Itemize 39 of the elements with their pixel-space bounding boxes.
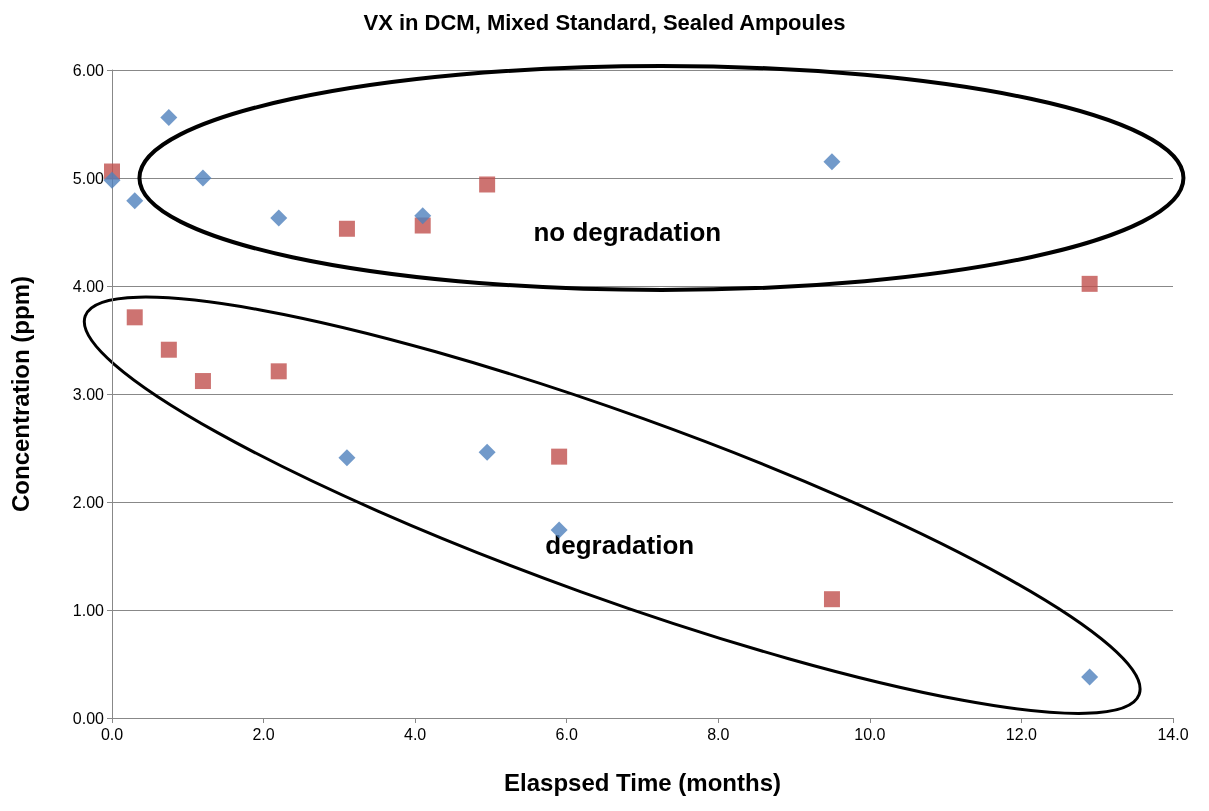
x-tick-label: 14.0 [1157,725,1189,743]
point [194,373,211,390]
y-tick-label: 0.00 [72,709,105,727]
point [823,591,840,608]
point [1081,668,1099,686]
point [160,341,177,358]
point [551,448,568,465]
chart-title: VX in DCM, Mixed Standard, Sealed Ampoules [363,9,846,35]
point [126,192,144,210]
x-tick-label: 6.0 [555,725,578,743]
point [270,209,288,227]
annotation: degradation [545,530,695,561]
y-axis-title: Concentration (ppm) [6,276,34,512]
y-tick-label: 2.00 [72,493,105,511]
x-tick-label: 4.0 [404,725,427,743]
point [103,171,121,189]
point [479,176,496,193]
annotation: no degradation [533,217,722,247]
y-tick-label: 4.00 [72,277,105,295]
x-tick-label: 12.0 [1005,725,1038,743]
x-tick-label: 2.0 [252,725,275,743]
point [478,443,496,461]
y-tick-label: 5.00 [72,169,105,187]
point [338,449,356,467]
point [823,153,841,171]
point [338,220,355,237]
y-tick-label: 1.00 [72,601,105,619]
point [1081,275,1098,292]
point [160,109,178,127]
y-tick-label: 3.00 [72,385,105,403]
point [194,169,212,187]
point [126,309,143,326]
x-tick-label: 0.0 [100,725,124,743]
x-tick-label: 8.0 [707,725,730,743]
y-tick-label: 6.00 [72,61,105,79]
point [414,207,432,225]
point [270,363,287,380]
x-axis-title: Elaspsed Time (months) [504,768,781,796]
x-tick-label: 10.0 [854,725,886,743]
